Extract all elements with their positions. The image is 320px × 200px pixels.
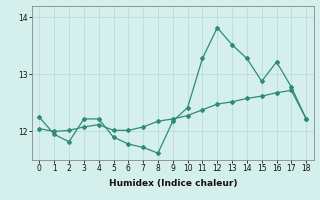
X-axis label: Humidex (Indice chaleur): Humidex (Indice chaleur): [108, 179, 237, 188]
